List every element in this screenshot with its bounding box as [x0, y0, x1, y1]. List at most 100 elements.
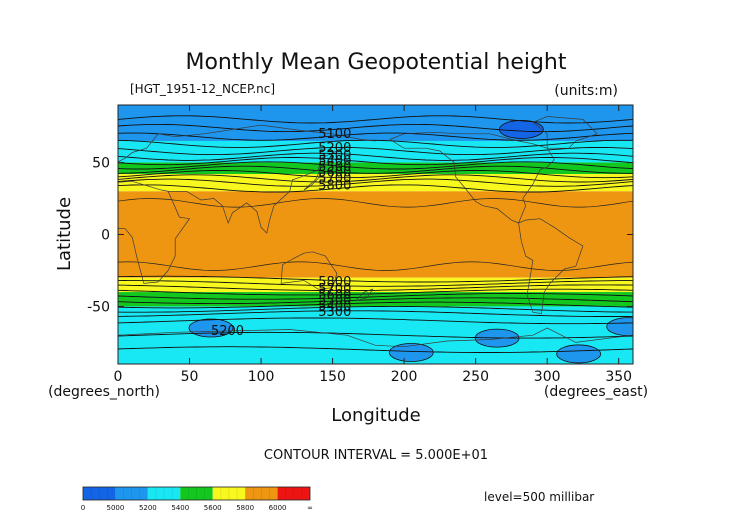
low-pressure-centers — [188, 120, 633, 364]
contour-line — [118, 305, 633, 313]
colorbar-segment — [180, 487, 213, 500]
contour-line — [118, 170, 633, 179]
contour-line — [118, 184, 633, 193]
contour-line — [118, 178, 633, 187]
colorbar-tick-label: 5000 — [107, 504, 125, 512]
x-tick-label: 50 — [181, 369, 199, 385]
y-axis-label: Latitude — [54, 197, 75, 271]
y-unit-label: (degrees_north) — [48, 384, 160, 400]
contour-line — [118, 275, 633, 283]
contour-label: 5700 — [318, 282, 351, 297]
colorbar-segment — [277, 487, 310, 500]
colorbar-segment — [115, 487, 148, 500]
colorbar-tick-label: 0 — [81, 504, 85, 512]
contour-interval-label: CONTOUR INTERVAL = 5.000E+01 — [264, 448, 488, 463]
colorbar-tick-label: 5400 — [171, 504, 189, 512]
coastline — [118, 180, 191, 284]
colorbar-tick-label: 6000 — [269, 504, 287, 512]
contour-line — [118, 293, 633, 300]
coastline — [303, 171, 321, 191]
contour-label: 5600 — [318, 288, 351, 303]
colorbar-segment — [147, 487, 181, 500]
coastlines — [118, 116, 633, 348]
level-label: level=500 millibar — [484, 490, 594, 504]
contour-band — [118, 174, 633, 192]
contour-label: 5800 — [318, 179, 351, 194]
contour-line — [118, 331, 633, 339]
coastline — [118, 124, 376, 172]
axis-ticks: 0 50 100 150 200 250 300 350 50 0 -50 — [87, 105, 633, 385]
contour-line — [118, 280, 633, 287]
x-tick-label: 350 — [605, 369, 632, 385]
contour-line — [118, 152, 633, 161]
contour-label: 5500 — [318, 294, 351, 309]
contour-label: 5200 — [318, 141, 351, 156]
contour-line — [118, 174, 633, 183]
contour-label: 5300 — [318, 148, 351, 163]
colorbar-segment — [245, 487, 278, 500]
colorbar: 0 5000 5200 5400 5600 5800 6000 ∞ — [81, 486, 313, 512]
x-tick-label: 100 — [248, 369, 275, 385]
contour-line — [118, 157, 633, 166]
contour-label: 5400 — [318, 299, 351, 314]
contour-band — [118, 191, 633, 278]
coastline — [532, 116, 598, 149]
coastline — [280, 251, 338, 290]
contour-line — [118, 301, 633, 309]
y-tick-label: 0 — [101, 228, 110, 244]
file-label: [HGT_1951-12_NCEP.nc] — [130, 82, 275, 96]
contour-line — [118, 346, 633, 353]
contour-line — [118, 288, 633, 296]
coastline — [355, 288, 374, 302]
contour-line — [118, 261, 633, 271]
contour-line — [118, 123, 633, 133]
colorbar-frame — [82, 486, 311, 501]
colorbar-tick-label: 5600 — [204, 504, 222, 512]
contour-line — [118, 284, 633, 292]
low-center — [388, 343, 434, 362]
low-center — [556, 344, 602, 364]
contour-label: 5600 — [318, 166, 351, 181]
coastline — [518, 218, 584, 315]
y-tick-label: 50 — [92, 156, 110, 172]
colorbar-segment — [83, 487, 116, 500]
contour-lines — [118, 115, 633, 353]
contour-label: 5700 — [318, 171, 351, 186]
x-tick-label: 0 — [114, 369, 123, 385]
plot-area: 5100520053005400550056005700580058005700… — [118, 105, 633, 364]
contour-line — [118, 198, 633, 208]
x-tick-label: 150 — [319, 369, 346, 385]
colorbar-tick-label: 5800 — [236, 504, 254, 512]
y-tick-label: -50 — [87, 299, 110, 315]
x-unit-label: (degrees_east) — [544, 384, 648, 400]
colorbar-tick-label: 5200 — [139, 504, 157, 512]
contour-line — [118, 310, 633, 317]
x-axis-label: Longitude — [331, 405, 421, 426]
low-center — [499, 120, 544, 139]
units-label: (units:m) — [554, 83, 618, 99]
chart-title: Monthly Mean Geopotential height — [185, 50, 566, 75]
colorbar-segment — [212, 487, 246, 500]
low-center — [606, 317, 633, 336]
contour-label: 5100 — [318, 127, 351, 142]
contour-labels: 5100520053005400550056005700580058005700… — [211, 127, 351, 339]
x-tick-label: 300 — [534, 369, 561, 385]
contour-label: 5400 — [318, 154, 351, 169]
contour-label: 5200 — [211, 324, 244, 339]
contour-line — [118, 297, 633, 305]
contour-line — [118, 317, 633, 325]
colorbar-tick-label: ∞ — [307, 504, 313, 512]
contour-line — [118, 165, 633, 174]
x-tick-label: 200 — [391, 369, 418, 385]
contour-label: 5500 — [318, 160, 351, 175]
contour-label: 5300 — [318, 305, 351, 320]
contour-label: 5800 — [318, 275, 351, 290]
coastline — [168, 144, 350, 234]
contour-line — [118, 147, 633, 156]
coastline — [389, 131, 555, 224]
contour-line — [118, 161, 633, 170]
x-tick-label: 250 — [462, 369, 489, 385]
coastline — [118, 327, 633, 348]
contour-line — [118, 115, 633, 124]
